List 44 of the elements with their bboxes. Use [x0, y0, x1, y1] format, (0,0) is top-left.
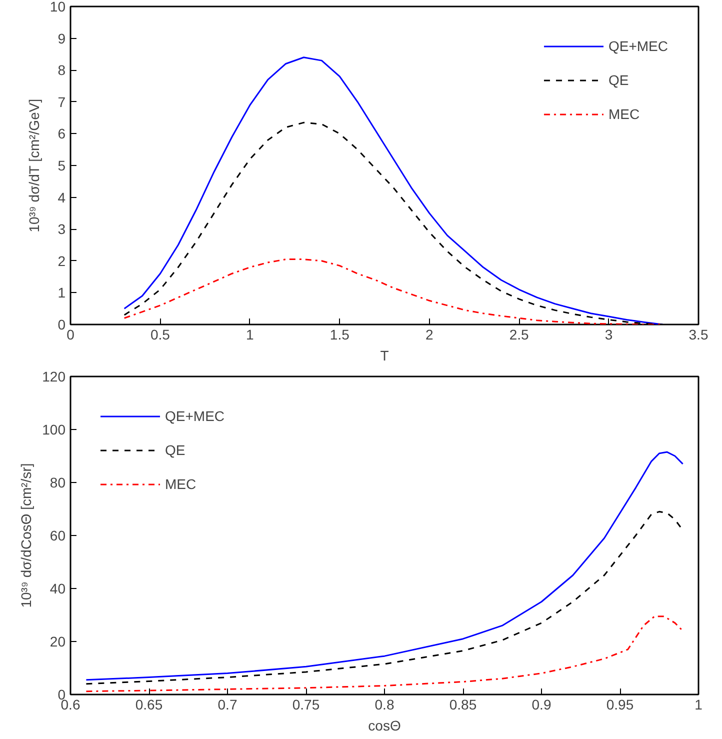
y-tick-label: 9 — [58, 30, 66, 46]
y-tick-label: 80 — [50, 474, 66, 490]
x-tick-label: 0.7 — [218, 696, 238, 712]
line-series — [85, 510, 684, 685]
legend-label: MEC — [165, 476, 196, 492]
legend-label: QE+MEC — [608, 38, 668, 54]
x-tick-label: 3.5 — [688, 326, 708, 342]
y-axis-title: 10³⁹ dσ/dCosΘ [cm²/sr] — [18, 463, 34, 608]
legend-label: QE — [165, 442, 186, 458]
legend-label: MEC — [608, 106, 640, 122]
legend-label: QE — [608, 72, 629, 88]
legend-label: QE+MEC — [165, 408, 225, 424]
x-axis-title: T — [380, 348, 390, 364]
x-tick-label: 0.9 — [532, 696, 552, 712]
y-axis-title: 10³⁹ dσ/dT [cm²/GeV] — [26, 98, 42, 232]
x-tick-label: 0.5 — [150, 326, 170, 342]
y-tick-label: 3 — [58, 221, 66, 238]
x-tick-label: 0.8 — [374, 696, 394, 712]
y-tick-label: 100 — [42, 422, 66, 438]
y-tick-label: 7 — [58, 94, 66, 110]
y-tick-label: 10 — [50, 0, 66, 14]
y-tick-label: 2 — [58, 252, 66, 269]
x-tick-label: 3 — [604, 326, 613, 342]
x-tick-label: 0.85 — [449, 696, 477, 712]
y-tick-label: 5 — [58, 158, 66, 174]
x-tick-label: 1 — [694, 696, 703, 712]
x-tick-label: 1 — [246, 326, 254, 342]
x-tick-label: 1.5 — [330, 326, 350, 342]
x-axis-title: cosΘ — [368, 718, 401, 734]
y-tick-label: 6 — [58, 126, 66, 142]
y-tick-label: 40 — [50, 580, 66, 596]
y-tick-label: 1 — [58, 284, 66, 301]
y-tick-label: 20 — [50, 634, 66, 650]
x-tick-label: 0.65 — [135, 696, 163, 712]
x-tick-label: 0.95 — [606, 696, 634, 712]
x-tick-label: 2.5 — [509, 326, 530, 342]
line-series — [85, 616, 684, 692]
y-tick-label: 60 — [50, 528, 66, 544]
x-tick-label: 0.75 — [292, 696, 320, 712]
y-tick-label: 8 — [58, 62, 66, 78]
y-tick-label: 4 — [58, 189, 66, 206]
x-tick-label: 2 — [425, 326, 434, 342]
y-tick-label: 0 — [58, 316, 66, 332]
y-tick-label: 120 — [42, 368, 66, 384]
